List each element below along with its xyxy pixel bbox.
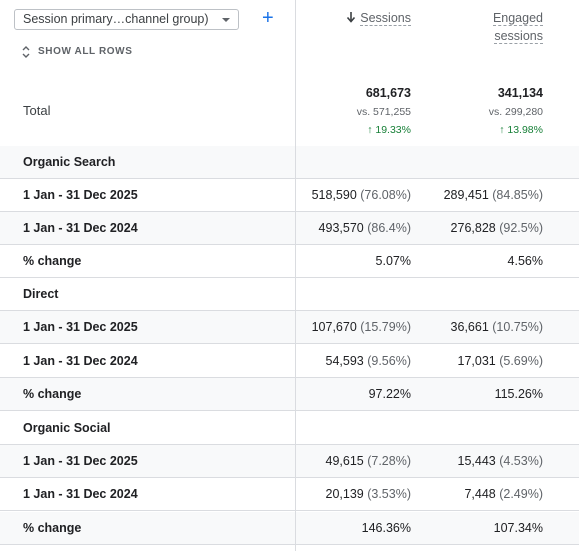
total-sessions-change-value: 19.33% <box>375 124 411 136</box>
row-label: 1 Jan - 31 Dec 2024 <box>23 221 138 235</box>
group-label: Organic Search <box>23 155 116 169</box>
column-header-sessions[interactable]: Sessions <box>346 9 411 27</box>
engaged-share: (92.5%) <box>499 221 543 235</box>
table-row: % change 5.07% 4.56% <box>0 245 579 278</box>
engaged-share: (4.53%) <box>499 454 543 468</box>
group-label: Organic Social <box>23 421 111 435</box>
row-label: 1 Jan - 31 Dec 2024 <box>23 354 138 368</box>
add-dimension-button[interactable]: + <box>262 7 274 29</box>
sessions-value: 518,590 <box>311 188 357 202</box>
engaged-change: 4.56% <box>507 254 543 268</box>
engaged-cell: 276,828 (92.5%) <box>451 221 543 235</box>
table-row: 1 Jan - 31 Dec 2024 54,593 (9.56%) 17,03… <box>0 345 579 378</box>
engaged-value: 17,031 <box>457 354 496 368</box>
engaged-value: 36,661 <box>450 320 489 334</box>
table-row: % change 146.36% 107.34% <box>0 512 579 545</box>
engaged-cell: 289,451 (84.85%) <box>444 188 543 202</box>
sessions-share: (15.79%) <box>360 320 411 334</box>
total-sessions-change: ↑ 19.33% <box>357 122 411 138</box>
sessions-change: 97.22% <box>368 387 411 401</box>
sessions-cell: 493,570 (86.4%) <box>319 221 411 235</box>
group-row-direct: Direct <box>0 278 579 311</box>
table-row: % change 97.22% 115.26% <box>0 378 579 411</box>
total-engaged-compare: vs. 299,280 <box>488 106 543 118</box>
engaged-change: 115.26% <box>494 387 543 401</box>
sessions-cell: 20,139 (3.53%) <box>326 487 412 501</box>
sessions-share: (9.56%) <box>367 354 411 368</box>
sessions-cell: 107,670 (15.79%) <box>312 320 411 334</box>
row-label: 1 Jan - 31 Dec 2025 <box>23 320 138 334</box>
sessions-share: (76.08%) <box>360 188 411 202</box>
table-row: 1 Jan - 31 Dec 2025 518,590 (76.08%) 289… <box>0 179 579 212</box>
table-row: 1 Jan - 31 Dec 2025 107,670 (15.79%) 36,… <box>0 311 579 344</box>
sessions-value: 49,615 <box>325 454 364 468</box>
sessions-cell: 518,590 (76.08%) <box>312 188 411 202</box>
row-label: % change <box>23 387 82 401</box>
sessions-share: (3.53%) <box>367 487 411 501</box>
sort-descending-icon <box>347 12 356 23</box>
total-sessions-compare: vs. 571,255 <box>356 106 411 118</box>
engaged-value: 276,828 <box>450 221 496 235</box>
table-row: 1 Jan - 31 Dec 2025 49,615 (7.28%) 15,44… <box>0 445 579 478</box>
column-divider <box>295 0 296 551</box>
total-engaged-value: 341,134 <box>497 86 543 100</box>
engaged-share: (2.49%) <box>499 487 543 501</box>
show-all-rows-button[interactable]: SHOW ALL ROWS <box>21 46 133 58</box>
total-sessions-value: 681,673 <box>365 86 411 100</box>
group-label: Direct <box>23 287 59 301</box>
engaged-cell: 15,443 (4.53%) <box>458 454 544 468</box>
total-engaged-change: ↑ 13.98% <box>489 122 543 138</box>
sessions-cell: 54,593 (9.56%) <box>326 354 412 368</box>
row-label: % change <box>23 521 82 535</box>
group-row-organic-social: Organic Social <box>0 412 579 445</box>
row-label: 1 Jan - 31 Dec 2025 <box>23 454 138 468</box>
dimension-dropdown[interactable]: Session primary…channel group) <box>14 9 239 30</box>
engaged-value: 7,448 <box>464 487 496 501</box>
column-header-engaged-line2: sessions <box>494 29 543 44</box>
show-all-rows-label: SHOW ALL ROWS <box>38 46 133 57</box>
column-header-engaged-line1: Engaged <box>492 11 543 26</box>
sessions-share: (7.28%) <box>367 454 411 468</box>
row-label: 1 Jan - 31 Dec 2024 <box>23 487 138 501</box>
sessions-value: 20,139 <box>325 487 364 501</box>
sessions-change: 146.36% <box>361 521 411 535</box>
engaged-share: (84.85%) <box>492 188 543 202</box>
arrow-up-icon: ↑ <box>499 124 508 136</box>
engaged-change: 107.34% <box>493 521 543 535</box>
engaged-share: (10.75%) <box>492 320 543 334</box>
table-row: 1 Jan - 31 Dec 2024 493,570 (86.4%) 276,… <box>0 212 579 245</box>
sessions-value: 107,670 <box>311 320 357 334</box>
column-header-sessions-label: Sessions <box>360 11 411 26</box>
engaged-cell: 7,448 (2.49%) <box>464 487 543 501</box>
sessions-value: 54,593 <box>325 354 364 368</box>
total-sessions: 681,673 vs. 571,255 ↑ 19.33% <box>357 85 411 138</box>
engaged-cell: 36,661 (10.75%) <box>451 320 543 334</box>
row-label: 1 Jan - 31 Dec 2025 <box>23 188 138 202</box>
dimension-dropdown-label: Session primary…channel group) <box>23 12 209 26</box>
engaged-value: 15,443 <box>457 454 496 468</box>
group-row-organic-search: Organic Search <box>0 146 579 179</box>
table-header: Session primary…channel group) + SHOW AL… <box>0 0 579 147</box>
sessions-value: 493,570 <box>318 221 364 235</box>
column-header-engaged-sessions[interactable]: Engaged sessions <box>492 9 543 45</box>
table-row: 1 Jan - 31 Dec 2024 20,139 (3.53%) 7,448… <box>0 478 579 511</box>
total-engaged-change-value: 13.98% <box>507 124 543 136</box>
engaged-value: 289,451 <box>443 188 489 202</box>
sessions-change: 5.07% <box>375 254 411 268</box>
arrow-up-icon: ↑ <box>367 124 376 136</box>
engaged-share: (5.69%) <box>499 354 543 368</box>
sessions-share: (86.4%) <box>367 221 411 235</box>
total-engaged-sessions: 341,134 vs. 299,280 ↑ 13.98% <box>489 85 543 138</box>
row-label: % change <box>23 254 82 268</box>
caret-down-icon <box>222 18 230 22</box>
total-label: Total <box>23 103 51 118</box>
expand-collapse-icon <box>22 46 30 58</box>
engaged-cell: 17,031 (5.69%) <box>458 354 544 368</box>
sessions-cell: 49,615 (7.28%) <box>326 454 412 468</box>
